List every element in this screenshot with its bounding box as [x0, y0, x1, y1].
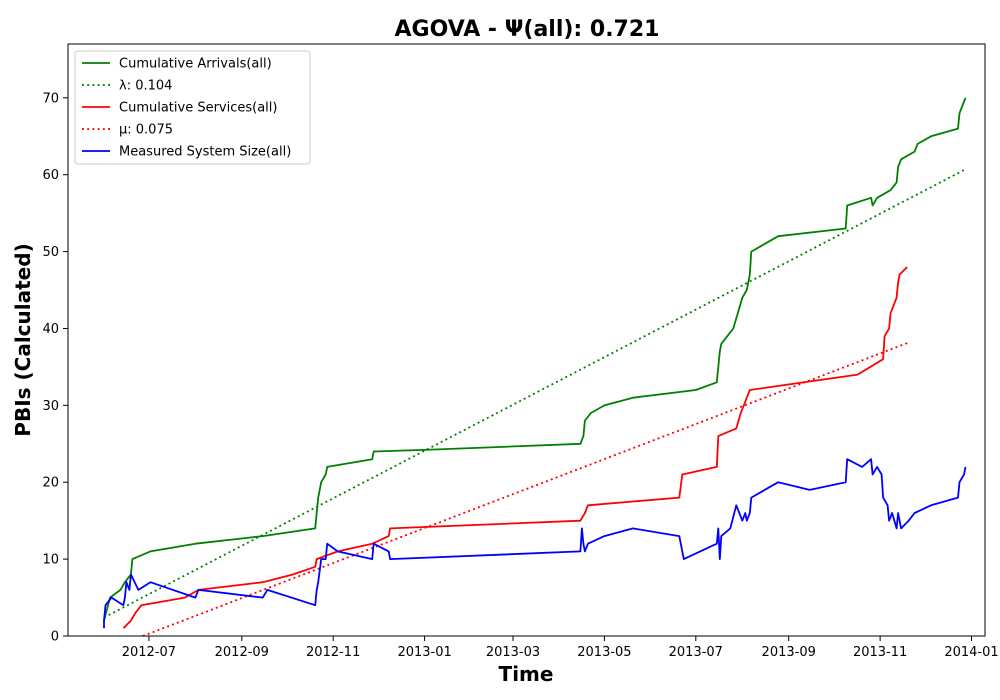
y-axis: 0 10 20 30 40 50 60 70: [42, 91, 68, 645]
x-tick-label: 2014-01: [944, 645, 998, 660]
legend: Cumulative Arrivals(all) λ: 0.104 Cumulati…: [74, 50, 311, 165]
legend-label: Measured System Size(all): [119, 145, 291, 160]
legend-label: μ: 0.075: [119, 123, 173, 138]
y-tick-label: 70: [42, 91, 59, 106]
y-tick-label: 0: [51, 630, 59, 645]
legend-label: λ: 0.104: [119, 79, 172, 94]
x-tick-label: 2013-07: [669, 645, 723, 660]
y-tick-label: 50: [42, 245, 59, 260]
series-line-measured-system-size-all: [103, 458, 967, 629]
y-tick-label: 30: [42, 399, 59, 414]
legend-label: Cumulative Services(all): [119, 101, 277, 116]
legend-box: [74, 50, 311, 165]
x-tick-label: 2012-11: [306, 645, 360, 660]
x-tick-label: 2012-07: [122, 645, 176, 660]
x-tick-label: 2013-11: [853, 645, 907, 660]
x-tick-label: 2012-09: [215, 645, 269, 660]
x-tick-label: 2013-09: [762, 645, 816, 660]
y-axis-title: PBIs (Calculated): [11, 243, 35, 436]
x-axis: 2012-07 2012-09 2012-11 2013-01 2013-03 2013-…: [122, 636, 999, 660]
y-tick-label: 20: [42, 476, 59, 491]
x-tick-label: 2013-05: [577, 645, 631, 660]
plot-area: [103, 97, 967, 637]
plot-frame: [67, 43, 986, 637]
chart-title: AGOVA - Ψ(all): 0.721: [395, 17, 660, 42]
y-tick-label: 60: [42, 168, 59, 183]
series-line-cumulative-services-all: [122, 266, 908, 629]
series-line-cumulative-arrivals-all: [103, 97, 967, 621]
x-tick-label: 2013-03: [486, 645, 540, 660]
y-tick-label: 40: [42, 322, 59, 337]
x-tick-label: 2013-01: [397, 645, 451, 660]
y-tick-label: 10: [42, 553, 59, 568]
x-axis-title: Time: [499, 662, 554, 686]
series-line-0-075: [142, 342, 908, 637]
series-line-0-104: [103, 168, 966, 619]
legend-label: Cumulative Arrivals(all): [119, 57, 272, 72]
